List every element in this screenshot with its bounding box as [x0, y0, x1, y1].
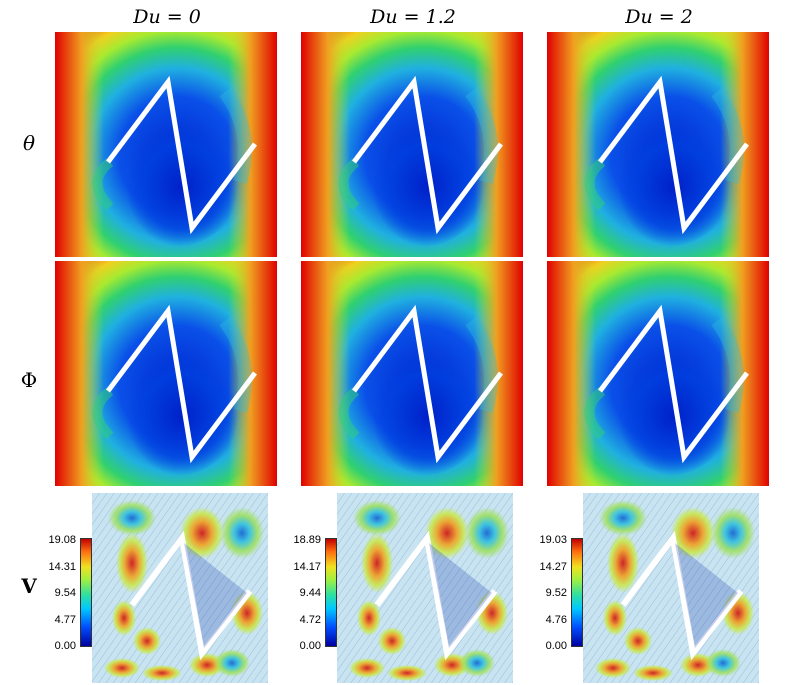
column-title-3: Du = 2 — [625, 6, 693, 28]
velocity-streamline-plot-2 — [337, 493, 513, 683]
phi-panel-3 — [547, 261, 769, 486]
colorbar-tick-label: 9.52 — [545, 587, 567, 599]
colorbar-tick-label: 4.72 — [299, 613, 321, 626]
colorbar-tick-label: 4.76 — [545, 613, 567, 626]
theta-panel-2 — [301, 32, 523, 257]
colorbar-tick-label: 0.00 — [299, 640, 321, 652]
colorbar-tick-label: 9.44 — [299, 587, 321, 599]
phi-contour-plot-2 — [301, 261, 523, 486]
velocity-panel-2 — [337, 493, 513, 683]
theta-panel-1 — [55, 32, 277, 257]
velocity-panel-1 — [92, 493, 268, 683]
phi-panel-2 — [301, 261, 523, 486]
velocity-colorbar-2 — [325, 538, 337, 647]
column-title-2: Du = 1.2 — [370, 6, 456, 28]
colorbar-tick-label: 0.00 — [54, 640, 76, 652]
colorbar-tick-label: 14.27 — [539, 560, 567, 573]
colorbar-tick-label: 0.00 — [545, 640, 567, 652]
fin-obstacle — [106, 304, 257, 464]
velocity-colorbar-3 — [571, 538, 583, 647]
velocity-streamline-plot-3 — [583, 493, 759, 683]
fin-obstacle — [598, 304, 749, 464]
phi-panel-1 — [55, 261, 277, 486]
row-label-velocity: V — [21, 574, 37, 598]
colorbar-tick-label: 14.17 — [293, 560, 321, 573]
velocity-panel-3 — [583, 493, 759, 683]
phi-contour-plot-3 — [547, 261, 769, 486]
phi-contour-plot-1 — [55, 261, 277, 486]
theta-panel-3 — [547, 32, 769, 257]
colorbar-tick-label: 9.54 — [54, 587, 76, 599]
fin-obstacle — [106, 75, 257, 235]
row-label-phi: Φ — [20, 368, 38, 392]
column-title-1: Du = 0 — [133, 6, 201, 28]
theta-contour-plot-1 — [55, 32, 277, 257]
colorbar-tick-label: 4.77 — [54, 613, 76, 626]
fin-obstacle — [598, 75, 749, 235]
theta-contour-plot-2 — [301, 32, 523, 257]
fin-obstacle — [352, 304, 503, 464]
colorbar-tick-label: 14.31 — [48, 560, 76, 573]
row-label-theta: θ — [22, 131, 36, 155]
velocity-streamline-plot-1 — [92, 493, 268, 683]
fin-obstacle — [352, 75, 503, 235]
velocity-colorbar-1 — [80, 538, 92, 647]
colorbar-tick-label: 19.03 — [539, 534, 567, 546]
theta-contour-plot-3 — [547, 32, 769, 257]
colorbar-tick-label: 19.08 — [48, 534, 76, 546]
colorbar-tick-label: 18.89 — [293, 534, 321, 546]
